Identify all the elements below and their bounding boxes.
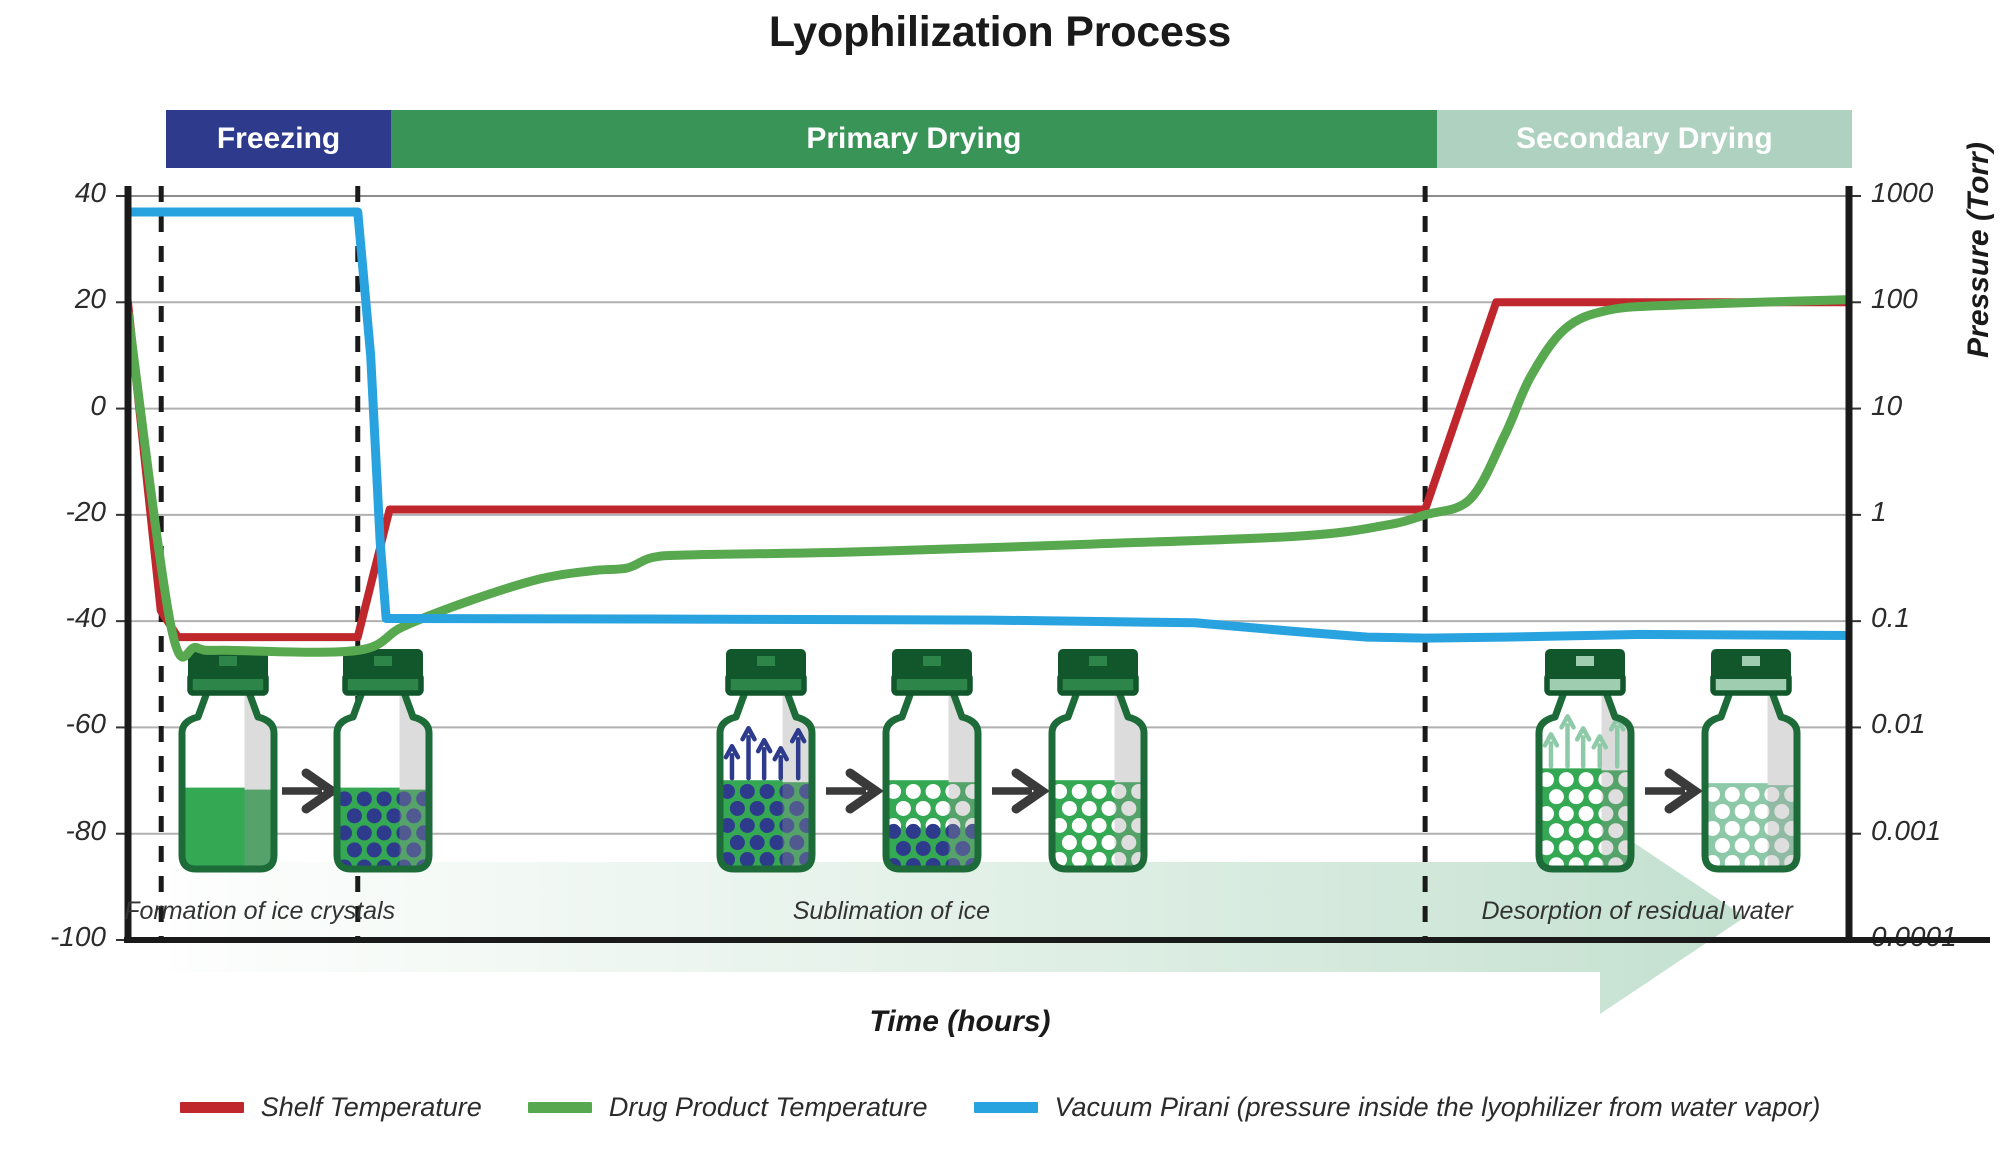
- chart-legend: Shelf Temperature Drug Product Temperatu…: [0, 1092, 2000, 1123]
- y-tick-right-0: 1000: [1871, 177, 1934, 208]
- y-tick-left-6: -80: [65, 814, 106, 846]
- legend-swatch-pirani: [973, 1102, 1038, 1113]
- phase-label-secondary-drying: Secondary Drying: [1515, 122, 1773, 155]
- phase-segment-freezing: Freezing: [166, 110, 392, 168]
- phase-caption-1: Sublimation of ice: [792, 897, 991, 925]
- phase-segment-secondary-drying: Secondary Drying: [1436, 110, 1852, 168]
- y-tick-left-5: -60: [65, 708, 106, 740]
- plot-frame: [124, 186, 1990, 943]
- legend-label-pirani: Vacuum Pirani (pressure inside the lyoph…: [1054, 1092, 1821, 1122]
- legend-item-shelf-temperature: Shelf Temperature: [179, 1092, 482, 1123]
- phase-bar: Freezing Primary Drying Secondary Drying: [166, 110, 1852, 168]
- phase-divider-lines: [158, 186, 1428, 940]
- y-tick-left-2: 0: [90, 389, 106, 421]
- y-tick-right-6: 0.001: [1871, 814, 1942, 846]
- phase-label-primary-drying: Primary Drying: [806, 122, 1022, 155]
- legend-swatch-shelf: [179, 1102, 244, 1113]
- phase-label-freezing: Freezing: [216, 122, 341, 155]
- legend-label-product: Drug Product Temperature: [608, 1092, 928, 1122]
- phase-caption-0: Formation of ice crystals: [124, 897, 396, 925]
- y-tick-left-7: -100: [49, 921, 106, 952]
- legend-label-shelf: Shelf Temperature: [260, 1092, 482, 1122]
- y-tick-right-5: 0.01: [1871, 708, 1926, 740]
- y-tick-left-3: -20: [65, 495, 106, 527]
- phase-segment-primary-drying: Primary Drying: [391, 110, 1437, 168]
- y-tick-right-7: 0.0001: [1871, 921, 1957, 952]
- y-tick-left-4: -40: [65, 602, 106, 634]
- y-tick-right-2: 10: [1871, 389, 1903, 421]
- y-tick-left-1: 20: [74, 283, 106, 315]
- y-tick-right-4: 0.1: [1871, 602, 1910, 634]
- y-tick-right-3: 1: [1871, 495, 1887, 527]
- legend-item-product-temperature: Drug Product Temperature: [527, 1092, 928, 1123]
- x-axis-title: Time (hours): [869, 1005, 1051, 1038]
- vial-illustrations: [178, 649, 1801, 873]
- phase-caption-2: Desorption of residual water: [1481, 897, 1793, 925]
- data-curves: [128, 207, 1850, 662]
- process-arrow-background: [170, 820, 1745, 1014]
- page-title: Lyophilization Process: [768, 8, 1232, 56]
- y-tick-right-1: 100: [1871, 283, 1918, 315]
- y-tick-left-0: 40: [74, 177, 106, 208]
- legend-swatch-product: [527, 1102, 592, 1113]
- legend-item-vacuum-pirani: Vacuum Pirani (pressure inside the lyoph…: [973, 1092, 1821, 1123]
